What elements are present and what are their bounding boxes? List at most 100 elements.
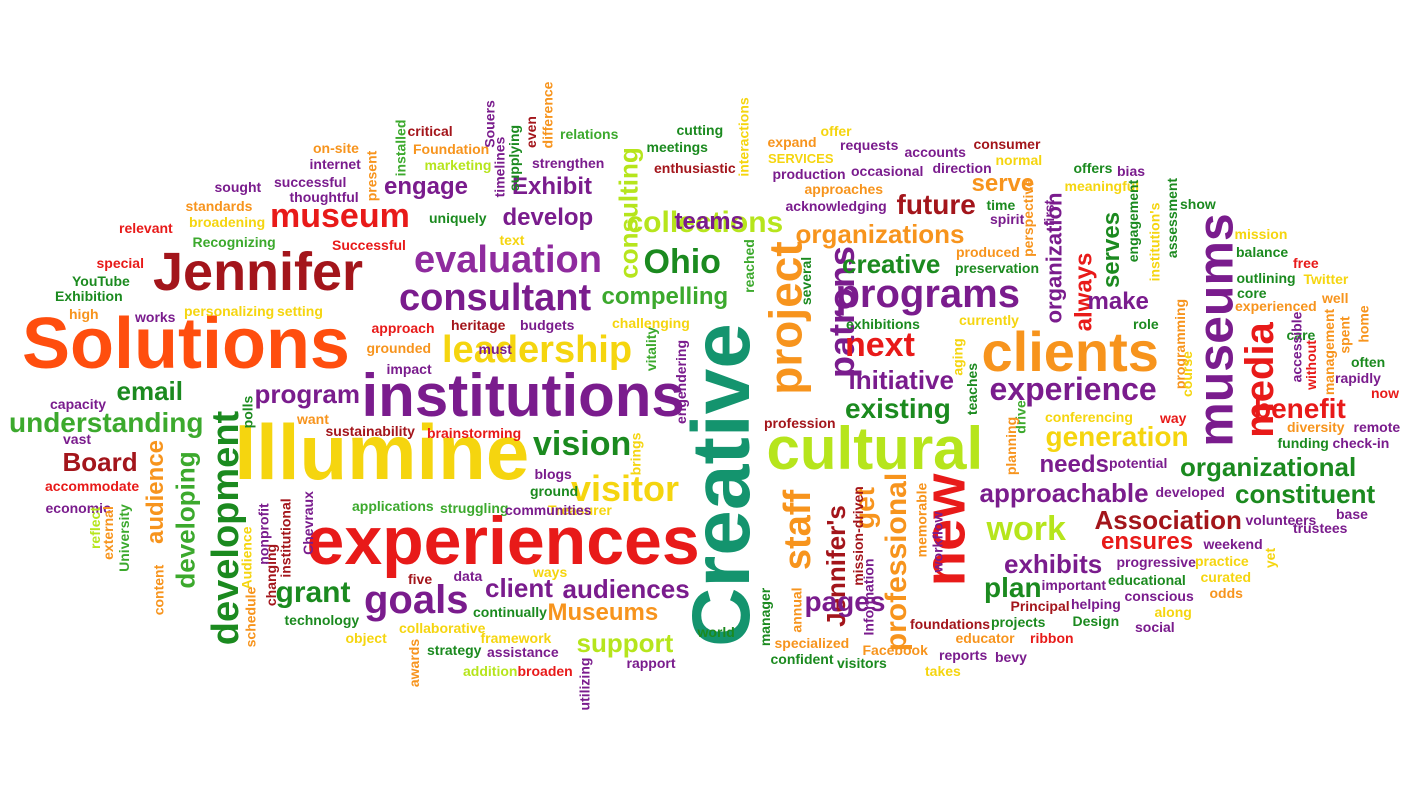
- word-standards: standards: [185, 198, 253, 214]
- word-institution-s: institution's: [1145, 202, 1162, 282]
- word-diversity: diversity: [1287, 419, 1345, 435]
- word-projects: projects: [991, 614, 1046, 630]
- word-world: world: [697, 624, 735, 640]
- word-clients: clients: [981, 320, 1159, 383]
- word-supplying: supplying: [506, 124, 523, 192]
- word-goals: goals: [364, 578, 469, 622]
- word-now: now: [1371, 385, 1399, 401]
- word-marketing: marketing: [424, 157, 492, 173]
- word-curated: curated: [1200, 569, 1252, 585]
- word-benefit: benefit: [1254, 393, 1346, 424]
- word-enthusiastic: enthusiastic: [654, 160, 736, 176]
- word-progressive: progressive: [1116, 554, 1196, 570]
- word-role: role: [1133, 316, 1159, 332]
- word-yet: yet: [1262, 547, 1279, 569]
- word-workflow: workflow: [928, 511, 945, 573]
- word-developing: developing: [170, 451, 201, 589]
- word-cultural: cultural: [766, 415, 984, 482]
- word-assistance: assistance: [487, 644, 559, 660]
- word-remote: remote: [1353, 419, 1401, 435]
- word-work: work: [986, 510, 1066, 548]
- word-educator: educator: [955, 630, 1015, 646]
- word-impact: impact: [386, 361, 432, 377]
- word-institutions: institutions: [361, 362, 685, 429]
- word-timelines: timelines: [490, 136, 507, 198]
- word-first: first: [1041, 199, 1058, 227]
- word-occasional: occasional: [851, 163, 924, 179]
- word-visitor: visitor: [571, 468, 680, 509]
- word-institutional: institutional: [277, 498, 294, 578]
- word-acknowledging: acknowledging: [785, 198, 887, 214]
- word-professional: professional: [880, 472, 914, 652]
- word-broadening: broadening: [189, 214, 266, 230]
- word-grounded: grounded: [366, 340, 432, 356]
- word-exhibit: Exhibit: [512, 173, 593, 200]
- word-framework: framework: [480, 630, 552, 646]
- word-staff: staff: [777, 489, 820, 571]
- word-recognizing: Recognizing: [192, 234, 276, 250]
- word-free: free: [1293, 255, 1319, 271]
- word-currently: currently: [959, 312, 1019, 328]
- word-production: production: [772, 166, 846, 182]
- word-odds: odds: [1209, 585, 1243, 601]
- word-schedule: schedule: [241, 586, 258, 648]
- word-personalizing: personalizing: [184, 303, 275, 319]
- word-existing: existing: [845, 393, 951, 424]
- word-budgets: budgets: [520, 317, 575, 333]
- word-data: data: [453, 568, 483, 584]
- word-collections: collections: [626, 206, 784, 239]
- word-base: base: [1336, 506, 1368, 522]
- word-time: time: [986, 197, 1016, 213]
- word-ground: ground: [530, 483, 579, 499]
- word-capacity: capacity: [50, 396, 107, 412]
- word-constituent: constituent: [1235, 479, 1376, 509]
- word-accounts: accounts: [904, 144, 966, 160]
- word-works: works: [135, 309, 176, 325]
- word-vitality: vitality: [643, 326, 660, 372]
- word-museum: museum: [270, 197, 410, 235]
- word-ribbon: ribbon: [1030, 630, 1074, 646]
- word-foundation: Foundation: [413, 141, 490, 157]
- word-spirit: spirit: [990, 211, 1025, 227]
- word-object: object: [345, 630, 387, 646]
- word-direction: direction: [932, 160, 992, 176]
- word-uniquely: uniquely: [429, 210, 487, 226]
- word-difference: difference: [538, 81, 555, 149]
- word-consultant: consultant: [399, 277, 592, 319]
- word-economic: economic: [45, 500, 111, 516]
- word-generation: generation: [1045, 421, 1189, 452]
- word-visitors: visitors: [837, 655, 887, 671]
- word-exhibitions: exhibitions: [846, 316, 920, 332]
- word-trustees: trustees: [1293, 520, 1348, 536]
- word-along: along: [1154, 604, 1192, 620]
- word-applications: applications: [352, 498, 434, 514]
- word-client: client: [485, 573, 553, 603]
- word-sought: sought: [214, 179, 262, 195]
- word-illumine: Illumine: [234, 408, 530, 496]
- word-present: present: [362, 150, 379, 202]
- word-meetings: meetings: [646, 139, 708, 155]
- word-program: program: [254, 379, 360, 409]
- word-technology: technology: [284, 612, 360, 628]
- word-developed: developed: [1155, 484, 1225, 500]
- word-cutting: cutting: [676, 122, 724, 138]
- word-offers: offers: [1073, 160, 1113, 176]
- word-aging: aging: [949, 338, 966, 376]
- word-museums: museums: [1187, 213, 1244, 447]
- word-accommodate: accommodate: [45, 478, 140, 494]
- word-even: even: [522, 116, 539, 148]
- word-brings: brings: [626, 432, 643, 476]
- word-potential: potential: [1109, 455, 1168, 471]
- word-practice: practice: [1195, 553, 1249, 569]
- word-audience: audience: [142, 439, 170, 545]
- word-evaluation: evaluation: [414, 239, 602, 281]
- word-conferencing: conferencing: [1045, 409, 1133, 425]
- word-approach: approach: [371, 320, 435, 336]
- word-successful: successful: [274, 174, 347, 190]
- word-takes: takes: [925, 663, 961, 679]
- word-rapidly: rapidly: [1335, 370, 1381, 386]
- word-understanding: understanding: [9, 407, 204, 438]
- word-chevraux: Chevraux: [299, 491, 316, 555]
- word-programs: programs: [835, 272, 1021, 316]
